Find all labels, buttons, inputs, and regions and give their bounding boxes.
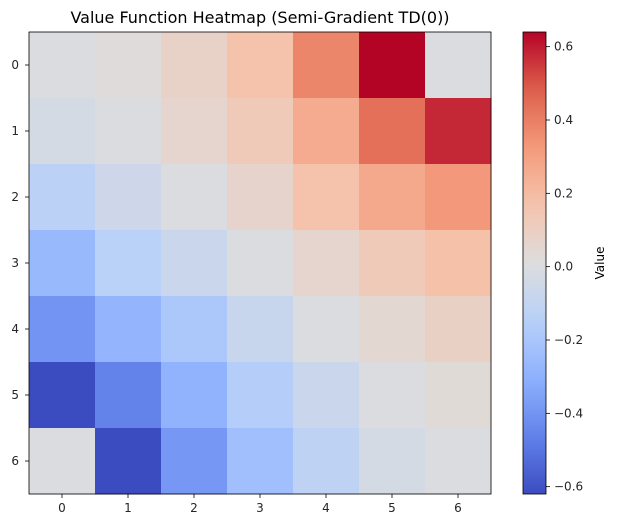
colorbar-tick-label: 0.2: [554, 186, 573, 200]
heatmap-cell: [425, 362, 492, 429]
heatmap-cell: [161, 428, 228, 495]
heatmap-cell: [359, 230, 426, 297]
heatmap-cell: [29, 164, 96, 231]
y-tick-label: 1: [11, 124, 19, 138]
plot-frame: [28, 31, 492, 495]
heatmap-cell: [29, 98, 96, 165]
heatmap-cell: [359, 164, 426, 231]
colorbar-tick-label: 0.4: [554, 113, 573, 127]
heatmap-cell: [293, 32, 360, 99]
heatmap-cell: [95, 296, 162, 363]
heatmap-cell: [95, 230, 162, 297]
heatmap-cell: [227, 428, 294, 495]
y-tick-label: 0: [11, 58, 19, 72]
heatmap-cell: [425, 230, 492, 297]
y-tick-label: 2: [11, 190, 19, 204]
heatmap-cell: [227, 98, 294, 165]
y-tick-label: 3: [11, 256, 19, 270]
heatmap-cell: [293, 362, 360, 429]
heatmap-cell: [425, 428, 492, 495]
y-tick-label: 5: [11, 388, 19, 402]
y-tick-label: 6: [11, 454, 19, 468]
x-tick-label: 0: [58, 501, 66, 515]
heatmap-cell: [95, 362, 162, 429]
x-tick-label: 5: [388, 501, 396, 515]
colorbar-tick-label: 0.6: [554, 40, 573, 54]
heatmap-cell: [227, 362, 294, 429]
heatmap-cell: [161, 362, 228, 429]
x-tick-label: 4: [322, 501, 330, 515]
colorbar-tick-label: 0.0: [554, 260, 573, 274]
heatmap-cell: [227, 32, 294, 99]
heatmap-cell: [359, 32, 426, 99]
x-tick-label: 1: [124, 501, 132, 515]
heatmap-cell: [227, 296, 294, 363]
heatmap-cell: [29, 296, 96, 363]
heatmap-cell: [29, 362, 96, 429]
heatmap-cell: [29, 230, 96, 297]
heatmap-cell: [161, 32, 228, 99]
heatmap-cell: [95, 98, 162, 165]
heatmap-cell: [227, 164, 294, 231]
heatmap-cell: [425, 164, 492, 231]
heatmap-cell: [29, 32, 96, 99]
heatmap-cell: [227, 230, 294, 297]
heatmap-cell: [425, 98, 492, 165]
heatmap-cell: [95, 32, 162, 99]
heatmap-cell: [425, 32, 492, 99]
y-tick-label: 4: [11, 322, 19, 336]
colorbar-ticks: −0.6 −0.4 −0.2 0.0 0.2 0.4 0.6: [546, 40, 583, 494]
heatmap-cell: [293, 98, 360, 165]
colorbar-tick-label: −0.4: [554, 406, 583, 420]
x-tick-label: 6: [454, 501, 462, 515]
heatmap-cell: [29, 428, 96, 495]
colorbar: [522, 31, 547, 495]
heatmap-cells: [29, 32, 492, 495]
x-tick-label: 3: [256, 501, 264, 515]
heatmap-cell: [293, 230, 360, 297]
colorbar-tick-label: −0.2: [554, 333, 583, 347]
heatmap-cell: [359, 296, 426, 363]
heatmap-cell: [359, 98, 426, 165]
heatmap-cell: [293, 428, 360, 495]
heatmap-cell: [95, 164, 162, 231]
heatmap-cell: [161, 230, 228, 297]
heatmap-cell: [359, 428, 426, 495]
heatmap-cell: [161, 164, 228, 231]
heatmap-cell: [161, 296, 228, 363]
heatmap-cell: [359, 362, 426, 429]
heatmap-cell: [161, 98, 228, 165]
colorbar-tick-label: −0.6: [554, 480, 583, 494]
x-tick-label: 2: [190, 501, 198, 515]
colorbar-label: Value: [593, 247, 607, 280]
x-axis-ticks: 0 1 2 3 4 5 6: [58, 494, 462, 515]
heatmap-cell: [293, 296, 360, 363]
y-axis-ticks: 0 1 2 3 4 5 6: [11, 58, 29, 468]
heatmap-cell: [95, 428, 162, 495]
heatmap-cell: [425, 296, 492, 363]
heatmap-cell: [293, 164, 360, 231]
chart-title: Value Function Heatmap (Semi-Gradient TD…: [70, 8, 449, 27]
